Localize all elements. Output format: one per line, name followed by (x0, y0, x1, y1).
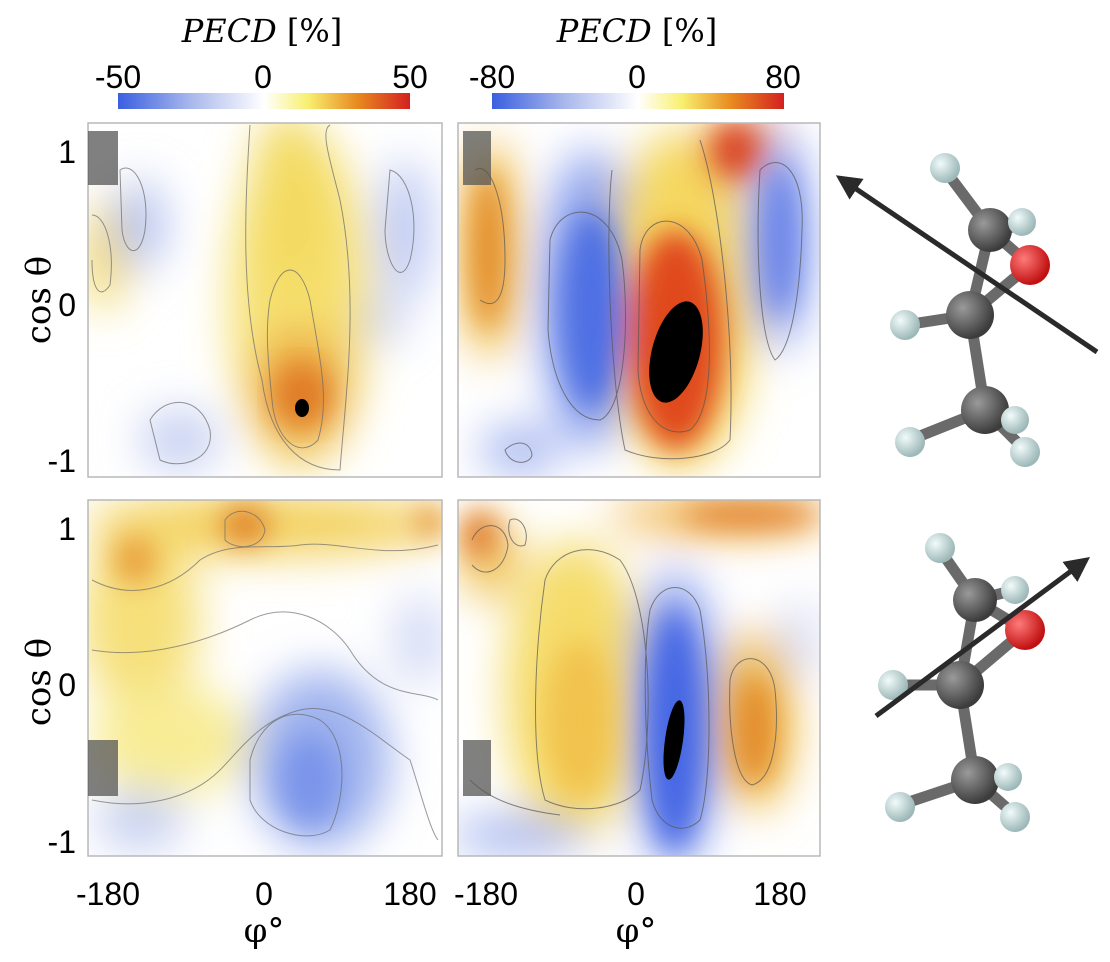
y-axis-top: cos θ 1 0 -1 (19, 134, 76, 479)
y-axis-bottom: cos θ 1 0 -1 (19, 511, 76, 860)
colorbar-right: PECD [%] -80 0 80 (469, 12, 801, 109)
colorbar-left: PECD [%] -50 0 50 (95, 12, 428, 109)
heatmap-top-right (458, 123, 820, 477)
x-axis-label-right: φ° (616, 911, 657, 951)
x-axis-left: -180 0 180 φ° (76, 876, 437, 951)
ytick-bottom-1: 1 (58, 511, 76, 547)
colorbar-right-tick-max: 80 (765, 59, 801, 95)
colorbar-right-tick-min: -80 (469, 59, 515, 95)
xtick-left-180: 180 (383, 876, 436, 912)
marker-box-bottom-left (88, 740, 118, 796)
heatmap-bottom-left (88, 500, 442, 856)
ytick-bottom-neg1: -1 (48, 824, 76, 860)
marker-box-bottom-right (463, 740, 491, 796)
colorbar-left-tick-zero: 0 (254, 59, 272, 95)
frame-bottom-right (457, 499, 821, 857)
ytick-top-1: 1 (58, 134, 76, 170)
molecule-bottom-image (874, 533, 1091, 832)
xtick-right-neg180: -180 (454, 876, 518, 912)
colorbar-left-title: PECD [%] (181, 12, 343, 50)
frame-top-right (457, 122, 821, 478)
frame-bottom-left (87, 499, 443, 857)
ytick-top-0: 0 (58, 287, 76, 323)
heatmap-bottom-right (458, 500, 820, 856)
colorbar-right-tick-zero: 0 (628, 59, 646, 95)
y-axis-label-top: cos θ (19, 256, 59, 344)
y-axis-label-bottom: cos θ (19, 638, 59, 726)
marker-box-top-left (88, 131, 118, 185)
heatmap-top-left (88, 123, 442, 477)
ytick-top-neg1: -1 (48, 443, 76, 479)
molecule-top-image (835, 153, 1099, 467)
ytick-bottom-0: 0 (58, 667, 76, 703)
colorbar-right-title: PECD [%] (556, 12, 718, 50)
x-axis-label-left: φ° (244, 911, 285, 951)
x-axis-right: -180 0 180 φ° (454, 876, 807, 951)
xtick-left-0: 0 (255, 876, 273, 912)
xtick-right-180: 180 (753, 876, 806, 912)
xtick-left-neg180: -180 (76, 876, 140, 912)
marker-box-top-right (463, 131, 491, 185)
frame-top-left (87, 122, 443, 478)
colorbar-right-gradient (492, 93, 784, 109)
colorbar-left-tick-min: -50 (95, 59, 141, 95)
colorbar-left-gradient (118, 93, 410, 109)
xtick-right-0: 0 (627, 876, 645, 912)
colorbar-left-tick-max: 50 (392, 59, 428, 95)
